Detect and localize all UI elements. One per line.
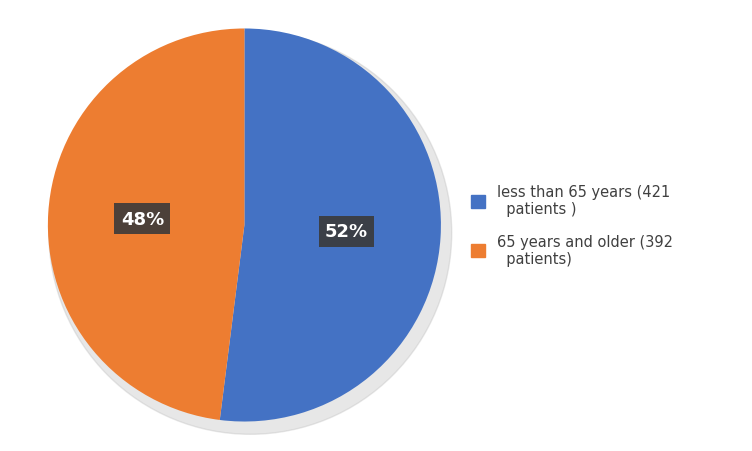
Wedge shape (220, 29, 441, 422)
Wedge shape (48, 29, 244, 420)
Text: 48%: 48% (121, 210, 164, 228)
Text: 52%: 52% (325, 223, 368, 241)
Ellipse shape (49, 32, 452, 434)
Legend: less than 65 years (421
  patients ), 65 years and older (392
  patients): less than 65 years (421 patients ), 65 y… (459, 173, 685, 278)
